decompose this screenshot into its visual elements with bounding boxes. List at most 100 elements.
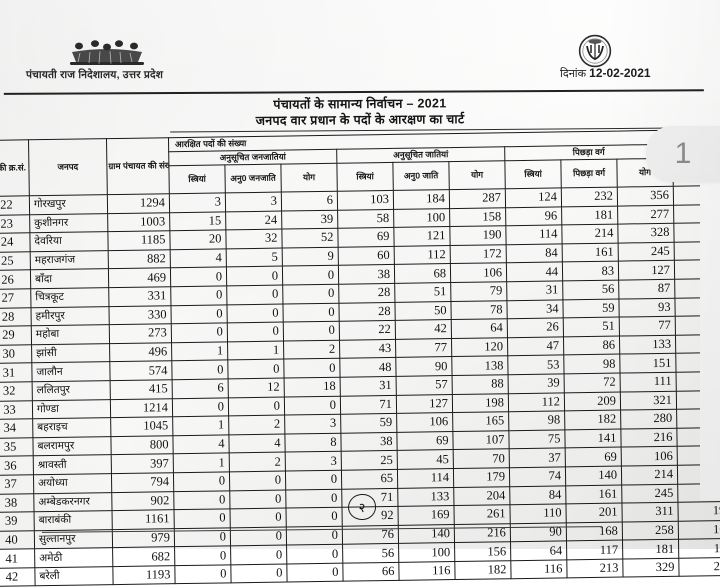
cell-st_s: 0 — [282, 265, 339, 286]
cell-st_s: 0 — [282, 284, 339, 304]
cell-sn: 40 — [0, 530, 35, 550]
cell-sc_w: 31 — [340, 376, 397, 396]
cell-sc_c: 106 — [396, 412, 453, 433]
cell-obc_s: 151 — [619, 353, 677, 373]
cell-gp: 1185 — [107, 230, 171, 251]
cell-sc_s: 120 — [451, 337, 508, 357]
cell-gp: 397 — [111, 454, 174, 474]
cell-obc_s: 214 — [621, 465, 678, 485]
cell-sn: 35 — [0, 437, 34, 457]
cell-obc_s: 181 — [622, 539, 679, 559]
col-serial-number: पद की क्र.सं. — [0, 139, 30, 197]
cell-obc_s: 258 — [622, 520, 679, 541]
cell-st_w: 4 — [172, 434, 230, 455]
cell-gp: 682 — [112, 546, 175, 567]
cell-w: 112 — [678, 538, 720, 559]
cell-sc_s: 261 — [453, 504, 511, 525]
cell-st_s: 0 — [286, 544, 343, 564]
organisation-name: पंचायती राज निदेशालय, उत्तर प्रदेश — [26, 69, 164, 81]
cell-st_c: 0 — [226, 303, 284, 324]
cell-obc_w: 37 — [509, 448, 566, 468]
cell-sn: 27 — [0, 288, 31, 309]
cell-obc_w: 53 — [507, 355, 565, 375]
cell-st_s: 3 — [284, 414, 341, 434]
cell-district: बाराबंकी — [34, 510, 113, 531]
cell-gp: 794 — [111, 472, 174, 493]
cell-st_w: 0 — [170, 267, 227, 287]
cell-district: अम्बेडकरनगर — [33, 492, 113, 512]
cell-st_s: 9 — [282, 247, 339, 267]
cell-sc_s: 172 — [450, 244, 507, 264]
cell-sn: 23 — [0, 214, 30, 234]
cell-st_s: 3 — [285, 451, 342, 471]
cell-st_s: 52 — [281, 228, 339, 248]
cell-sc_s: 158 — [449, 207, 506, 227]
cell-gp: 1214 — [110, 398, 173, 418]
cell-obc_w: 110 — [509, 503, 567, 524]
cell-gp: 800 — [110, 435, 174, 455]
cell-st_s: 0 — [285, 507, 343, 527]
col-sc-category: अनु0 जाति — [392, 161, 450, 191]
scan-edge-mask — [700, 120, 720, 500]
cell-sc_w: 65 — [341, 469, 398, 489]
cell-st_s: 0 — [283, 321, 340, 341]
cell-sn: 24 — [0, 232, 31, 253]
cell-st_w: 0 — [170, 304, 228, 324]
cell-sc_c: 45 — [397, 449, 454, 470]
cell-st_w: 1 — [171, 341, 228, 362]
cell-obc_s: 311 — [621, 502, 679, 522]
cell-st_c: 0 — [229, 489, 286, 509]
cell-obc_w: 44 — [506, 262, 563, 282]
table-body: 22गोरखपुर129433610318428712423235620823क… — [0, 185, 720, 587]
cell-sn: 41 — [0, 549, 35, 569]
cell-gp: 330 — [108, 305, 172, 325]
col-st-sum: योग — [280, 163, 338, 193]
col-obc-category: पिछड़ा वर्ग — [560, 159, 618, 188]
cell-sn: 28 — [0, 307, 32, 327]
cell-sc_s: 64 — [451, 318, 508, 339]
cell-obc_c: 214 — [561, 224, 619, 244]
cell-sn: 25 — [0, 251, 31, 271]
cell-obc_w: 98 — [508, 411, 565, 431]
cell-obc_s: 280 — [620, 409, 677, 429]
cell-st_c: 2 — [229, 452, 286, 472]
cell-obc_s: 245 — [621, 483, 678, 504]
cell-st_s: 8 — [284, 432, 342, 453]
cell-sc_s: 106 — [450, 263, 507, 283]
cell-sc_w: 103 — [337, 190, 394, 210]
cell-sc_c: 112 — [394, 245, 451, 265]
cell-sc_s: 78 — [450, 300, 508, 320]
cell-sc_w: 48 — [339, 357, 397, 378]
cell-obc_c: 181 — [561, 205, 618, 226]
cell-obc_s: 329 — [622, 558, 680, 578]
cell-sc_w: 25 — [341, 450, 398, 471]
cell-sn: 32 — [0, 381, 33, 401]
cell-obc_w: 90 — [510, 522, 567, 542]
cell-district: बलरामपुर — [32, 436, 112, 457]
cell-obc_c: 72 — [564, 372, 621, 393]
cell-obc_w: 114 — [505, 225, 563, 245]
col-st-category: अनु0 जनजाति — [224, 164, 282, 193]
col-sc-women: स्त्रियां — [336, 162, 394, 192]
cell-st_c: 0 — [228, 396, 285, 416]
cell-district: श्रावस्ती — [33, 454, 112, 475]
state-emblem-icon — [70, 40, 144, 65]
cell-sc_c: 68 — [394, 263, 451, 284]
cell-obc_s: 245 — [618, 242, 675, 262]
cell-st_s: 0 — [285, 488, 342, 509]
cell-district: जालौन — [31, 361, 111, 382]
cell-sc_c: 169 — [397, 505, 455, 526]
cell-sc_w: 28 — [338, 283, 395, 303]
col-st-women: स्त्रियां — [168, 164, 226, 194]
document-header: पंचायती राज निदेशालय, उत्तर प्रदेश दिनां… — [0, 0, 720, 92]
cell-sc_s: 179 — [453, 467, 510, 488]
cell-gp: 902 — [111, 491, 175, 511]
page-number-stamp: २ — [346, 492, 378, 522]
cell-sc_w: 58 — [337, 208, 394, 229]
cell-obc_c: 51 — [563, 317, 620, 337]
cell-obc_w: 47 — [507, 336, 564, 357]
cell-st_s: 18 — [284, 377, 341, 397]
cell-sn: 39 — [0, 511, 35, 532]
page-indicator-overlay[interactable]: 1 — [646, 126, 720, 182]
